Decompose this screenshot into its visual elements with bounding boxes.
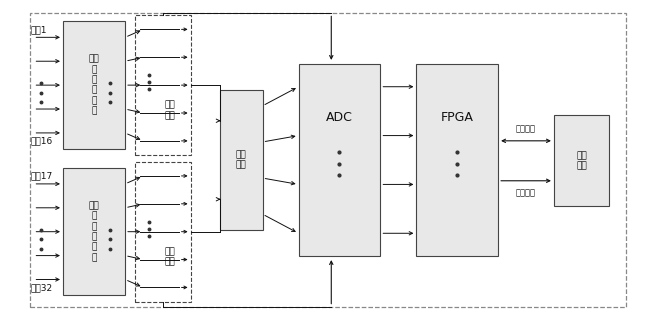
Bar [135,15,190,155]
Text: FPGA: FPGA [441,111,474,124]
Bar [554,116,609,206]
Text: 控制总线: 控制总线 [516,188,536,197]
Text: 模拟
开关: 模拟 开关 [236,150,247,170]
Text: 存储
模块: 存储 模块 [576,151,587,171]
Bar [63,21,125,149]
Text: 通道1: 通道1 [30,25,47,34]
Text: 通道32: 通道32 [30,283,52,292]
Text: 通道17: 通道17 [30,172,52,180]
Bar [135,162,190,302]
Bar [63,168,125,295]
Text: 模拟
开关: 模拟 开关 [164,101,174,120]
Text: 信号
隔
离
及
调
理: 信号 隔 离 及 调 理 [89,55,99,116]
Text: ADC: ADC [326,111,353,124]
Text: 模拟
开关: 模拟 开关 [164,247,174,267]
Text: 信号
隔
离
及
调
理: 信号 隔 离 及 调 理 [89,201,99,262]
Bar [298,64,380,256]
Bar [220,90,262,230]
Text: 通道16: 通道16 [30,136,52,145]
Bar [417,64,498,256]
Text: 数据总线: 数据总线 [516,124,536,133]
